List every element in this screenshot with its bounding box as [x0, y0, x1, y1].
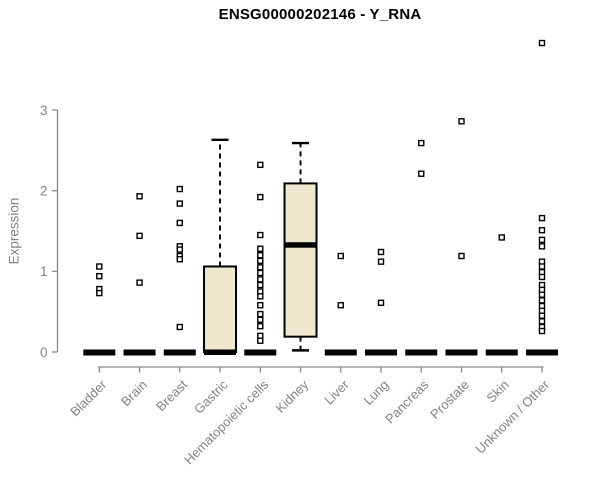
y-axis-tick-label: 1	[40, 264, 48, 279]
zero-bar	[365, 349, 398, 356]
outlier-point	[538, 263, 546, 270]
outlier-point	[257, 269, 264, 277]
outlier-point	[418, 139, 425, 147]
outlier-point	[257, 251, 264, 259]
outlier-point	[176, 200, 183, 207]
outlier-point	[538, 291, 546, 298]
outlier-point	[257, 316, 264, 323]
outlier-point	[377, 258, 385, 265]
outlier-point	[257, 193, 264, 201]
chart-title: ENSG00000202146 - Y_RNA	[218, 6, 422, 23]
outlier-point	[337, 302, 344, 309]
outlier-point	[257, 281, 264, 289]
zero-bar	[485, 349, 518, 356]
outlier-point	[257, 337, 264, 344]
zero-bar	[83, 349, 116, 356]
outlier-point	[538, 236, 546, 244]
outlier-point	[538, 312, 546, 319]
median-line	[284, 242, 317, 248]
outlier-point	[458, 252, 465, 260]
outlier-point	[377, 299, 385, 306]
outlier-point	[257, 322, 264, 330]
y-axis-tick-label: 0	[40, 345, 48, 360]
outlier-point	[257, 257, 264, 265]
zero-bar	[324, 349, 357, 356]
outlier-point	[257, 293, 264, 300]
outlier-point	[176, 246, 183, 253]
outlier-point	[96, 272, 103, 280]
y-axis-tick-label: 2	[40, 183, 48, 198]
zero-bar	[445, 349, 478, 356]
outlier-point	[538, 318, 546, 325]
zero-bar	[123, 349, 156, 356]
outlier-point	[538, 39, 546, 47]
outlier-point	[176, 323, 183, 331]
outlier-point	[538, 327, 546, 335]
outlier-point	[538, 214, 546, 222]
outlier-point	[538, 273, 546, 281]
zero-bar	[163, 349, 196, 356]
outlier-point	[176, 219, 183, 227]
outlier-point	[96, 289, 103, 297]
outlier-point	[257, 245, 264, 252]
zero-bar	[405, 349, 438, 356]
outlier-point	[257, 161, 264, 169]
box	[283, 182, 318, 338]
outlier-point	[136, 193, 143, 200]
zero-bar	[525, 349, 558, 356]
outlier-point	[257, 310, 264, 318]
outlier-point	[257, 231, 264, 239]
outlier-point	[458, 118, 465, 125]
outlier-point	[538, 226, 546, 234]
y-axis-tick-label: 3	[40, 103, 48, 118]
outlier-point	[176, 256, 183, 263]
outlier-point	[136, 232, 143, 240]
median-line	[204, 349, 237, 355]
outlier-point	[498, 234, 505, 241]
outlier-point	[136, 279, 143, 286]
box	[203, 265, 238, 354]
outlier-point	[257, 276, 264, 283]
outlier-point	[96, 263, 103, 270]
outlier-point	[257, 264, 264, 271]
outlier-point	[377, 248, 385, 256]
outlier-point	[176, 185, 183, 193]
outlier-point	[418, 170, 425, 177]
outlier-point	[538, 297, 546, 304]
zero-bar	[244, 349, 277, 356]
outlier-point	[337, 252, 344, 260]
outlier-point	[257, 302, 264, 309]
outlier-point	[538, 243, 546, 250]
